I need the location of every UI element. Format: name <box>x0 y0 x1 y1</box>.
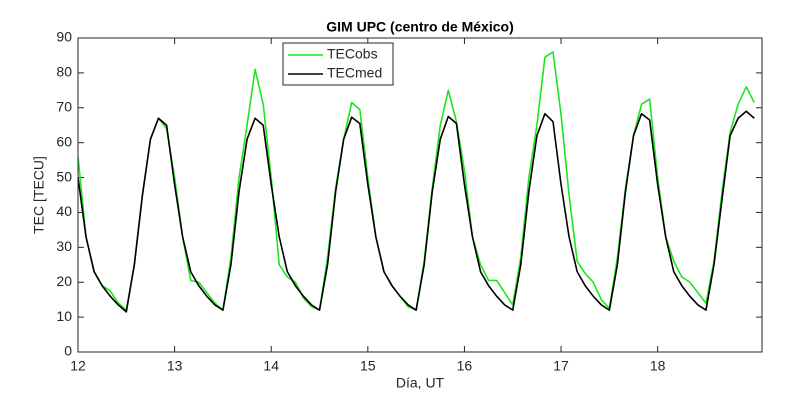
legend-box <box>282 42 394 86</box>
y-tick-label: 10 <box>56 308 72 324</box>
x-tick-label: 12 <box>70 358 86 374</box>
x-tick-label: 18 <box>650 358 666 374</box>
x-tick-label: 13 <box>167 358 183 374</box>
y-tick-label: 90 <box>56 29 72 45</box>
y-axis-label: TEC [TECU] <box>31 156 47 234</box>
x-tick-label: 14 <box>263 358 279 374</box>
y-tick-label: 50 <box>56 168 72 184</box>
y-tick-label: 70 <box>56 98 72 114</box>
x-tick-label: 16 <box>457 358 473 374</box>
legend-label: TECobs <box>327 46 378 62</box>
y-tick-label: 20 <box>56 273 72 289</box>
y-tick-label: 40 <box>56 203 72 219</box>
x-axis-label: Día, UT <box>396 375 445 391</box>
legend-label: TECmed <box>327 65 382 81</box>
y-tick-label: 60 <box>56 133 72 149</box>
y-tick-label: 30 <box>56 238 72 254</box>
y-tick-label: 80 <box>56 64 72 80</box>
y-tick-label: 0 <box>64 343 72 359</box>
plot-frame <box>77 37 763 353</box>
x-tick-label: 15 <box>360 358 376 374</box>
legend: TECobs TECmed <box>282 42 394 86</box>
x-tick-label: 17 <box>553 358 569 374</box>
series-line <box>78 110 755 313</box>
chart-title: GIM UPC (centro de México) <box>326 19 513 35</box>
